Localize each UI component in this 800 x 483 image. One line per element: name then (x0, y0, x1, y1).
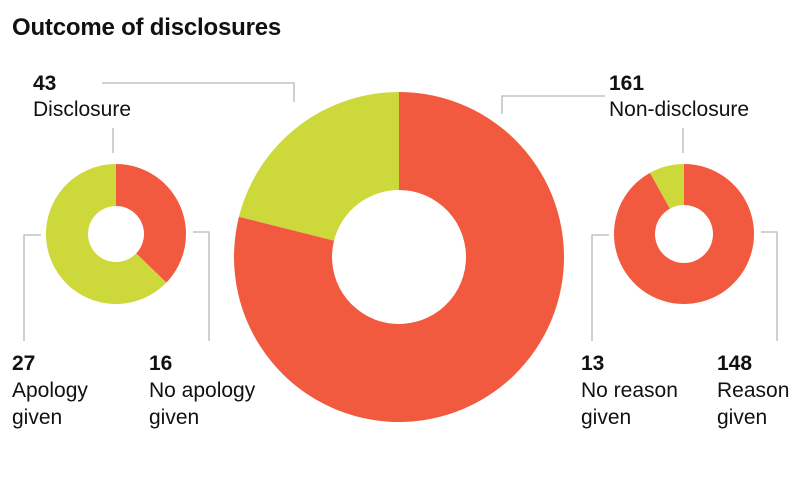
reason-given-line1: Reason (717, 379, 790, 402)
main-donut (233, 91, 565, 422)
reason-given-value: 148 (717, 352, 753, 375)
leader-non-disclosure (501, 95, 605, 114)
no-apology-given-value: 16 (149, 352, 173, 375)
apology-given-line1: Apology (12, 379, 88, 402)
leader-no-apology-given (193, 231, 210, 341)
no-apology-given-line2: given (149, 406, 200, 429)
leader-apology-given (23, 234, 41, 341)
right-slice-no-reason-given (649, 164, 684, 209)
main-slice-disclosure (238, 91, 399, 241)
left-slice-no-apology-given (116, 164, 187, 283)
right-slice-reason-given (614, 164, 755, 304)
leader-reason-given (761, 231, 778, 341)
chart-title: Outcome of disclosures (12, 14, 281, 41)
leader-lines (23, 82, 778, 341)
non-disclosure-label: Non-disclosure (609, 98, 750, 121)
no-reason-given-value: 13 (581, 352, 605, 375)
left-slice-apology-given (46, 164, 167, 304)
leader-disclosure (102, 82, 295, 102)
no-reason-given-line2: given (581, 406, 632, 429)
main-slice-non-disclosure (233, 92, 565, 422)
left-donut (46, 164, 187, 304)
disclosure-total: 43 (33, 72, 57, 95)
right-donut (614, 164, 755, 304)
non-disclosure-total: 161 (609, 72, 645, 95)
leader-no-reason-given (591, 234, 609, 341)
apology-given-value: 27 (12, 352, 36, 375)
disclosure-label: Disclosure (33, 98, 132, 121)
no-apology-given-line1: No apology (149, 379, 256, 402)
apology-given-line2: given (12, 406, 63, 429)
reason-given-line2: given (717, 406, 768, 429)
no-reason-given-line1: No reason (581, 379, 678, 402)
